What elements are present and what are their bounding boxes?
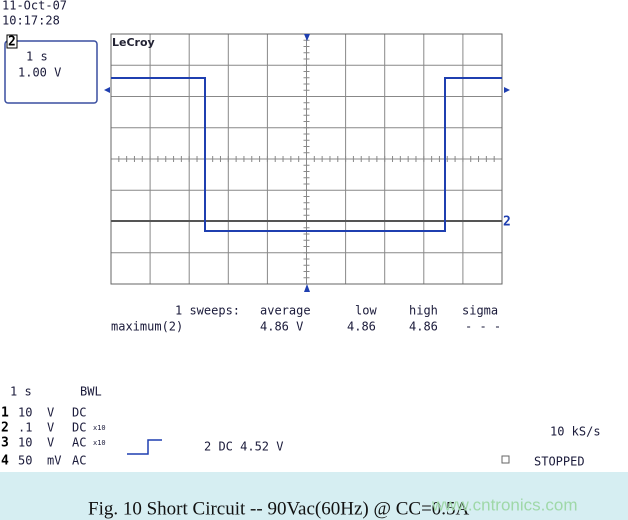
watermark: www.cntronics.com — [431, 495, 577, 514]
channel-coupling: AC — [72, 436, 86, 450]
caption-band — [0, 472, 628, 520]
stats-value: 4.86 V — [260, 320, 303, 334]
channel-scale: .1 — [18, 421, 32, 435]
bandwidth: BWL — [80, 385, 102, 399]
stats-header: 1 sweeps: — [175, 304, 240, 318]
time: 10:17:28 — [2, 14, 60, 28]
status-box — [501, 455, 510, 464]
waveform — [111, 77, 502, 232]
channel-scale: 10 — [18, 406, 32, 420]
channel-number: 2 — [1, 421, 9, 436]
box-channel: 2 — [8, 35, 16, 50]
channel-number: 3 — [1, 436, 9, 451]
stats-header: sigma — [462, 304, 498, 318]
logo: LeCroy — [112, 36, 155, 49]
right-arrow — [504, 87, 510, 93]
sample-rate: 10 kS/s — [550, 425, 601, 439]
stats-value: - - - — [465, 320, 501, 334]
status: STOPPED — [534, 455, 585, 469]
trigger: 2 DC 4.52 V — [204, 440, 283, 454]
stats-header: low — [355, 304, 377, 318]
channel-scale: 10 — [18, 436, 32, 450]
channel-scale: 50 — [18, 454, 32, 468]
stats-header: high — [409, 304, 438, 318]
channel-unit: V — [47, 421, 54, 435]
channel-number: 1 — [1, 406, 9, 421]
timebase-box — [4, 40, 98, 104]
date: 11-Oct-07 — [2, 0, 67, 13]
stats-value: 4.86 — [347, 320, 376, 334]
channel-probe: x10 — [93, 439, 106, 447]
caption: Fig. 10 Short Circuit -- 90Vac(60Hz) @ C… — [88, 498, 470, 519]
stats-label: maximum(2) — [111, 320, 183, 334]
stats-value: 4.86 — [409, 320, 438, 334]
left-arrow — [104, 87, 110, 93]
top-arrow — [304, 34, 310, 41]
channel-badge — [6, 34, 18, 49]
trigger-icon — [127, 439, 162, 455]
channel-list: 1 10 V DC 2 .1 V DC x10 3 10 V AC x10 4 50 mV AC — [1, 406, 106, 469]
trace-marker: 2 — [503, 215, 511, 230]
channel-number: 4 — [1, 454, 9, 469]
timebase: 1 s — [10, 385, 32, 399]
stats-header: average — [260, 304, 311, 318]
channel-coupling: DC — [72, 406, 86, 420]
channel-coupling: AC — [72, 454, 86, 468]
trigger-arrow — [304, 284, 310, 292]
box-volts: 1.00 V — [18, 66, 61, 80]
grid — [110, 33, 503, 285]
box-time: 1 s — [26, 50, 48, 64]
channel-coupling: DC — [72, 421, 86, 435]
channel-probe: x10 — [93, 424, 106, 432]
channel-unit: V — [47, 406, 54, 420]
channel-unit: mV — [47, 454, 61, 468]
channel-unit: V — [47, 436, 54, 450]
